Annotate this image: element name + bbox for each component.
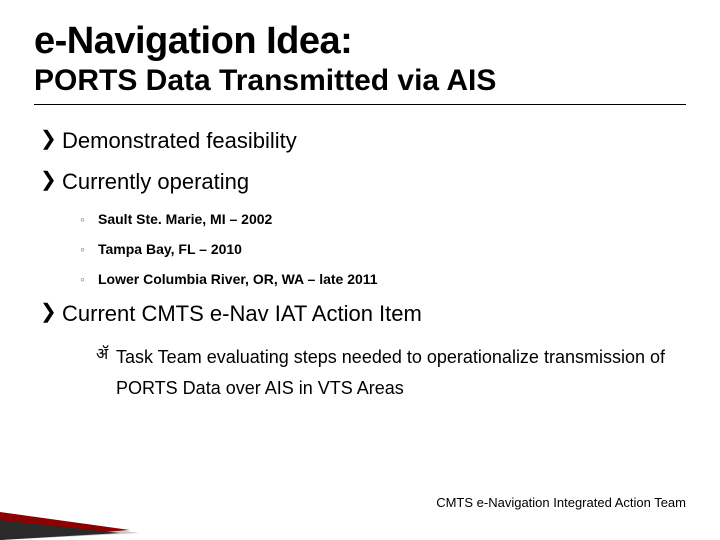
corner-decoration xyxy=(0,480,150,540)
bullet-text: Currently operating xyxy=(62,168,249,196)
sub-list: ॲ Task Team evaluating steps needed to o… xyxy=(96,342,686,403)
slide: e-Navigation Idea: PORTS Data Transmitte… xyxy=(0,0,720,540)
sub-bullet-item: ॲ Task Team evaluating steps needed to o… xyxy=(96,342,686,403)
sub-bullet-text: Lower Columbia River, OR, WA – late 2011 xyxy=(98,270,378,288)
slide-body: ❯ Demonstrated feasibility ❯ Currently o… xyxy=(34,127,686,403)
sub-bullet-item: ◦ Tampa Bay, FL – 2010 xyxy=(80,240,686,258)
title-underline xyxy=(34,104,686,105)
bullet-item: ❯ Current CMTS e-Nav IAT Action Item xyxy=(40,300,686,328)
bullet-marker: ❯ xyxy=(40,127,62,151)
bullet-item: ❯ Demonstrated feasibility xyxy=(40,127,686,155)
bullet-item: ❯ Currently operating xyxy=(40,168,686,196)
sub-bullet-marker: ◦ xyxy=(80,210,98,228)
sub-bullet-text: Sault Ste. Marie, MI – 2002 xyxy=(98,210,272,228)
bullet-marker: ❯ xyxy=(40,168,62,192)
slide-subtitle: PORTS Data Transmitted via AIS xyxy=(34,64,686,98)
sub-bullet-text: Task Team evaluating steps needed to ope… xyxy=(116,342,686,403)
sub-bullet-item: ◦ Lower Columbia River, OR, WA – late 20… xyxy=(80,270,686,288)
sub-list: ◦ Sault Ste. Marie, MI – 2002 ◦ Tampa Ba… xyxy=(80,210,686,289)
flourish-icon: ॲ xyxy=(96,342,116,368)
sub-bullet-item: ◦ Sault Ste. Marie, MI – 2002 xyxy=(80,210,686,228)
sub-bullet-text: Tampa Bay, FL – 2010 xyxy=(98,240,242,258)
bullet-text: Current CMTS e-Nav IAT Action Item xyxy=(62,300,422,328)
bullet-marker: ❯ xyxy=(40,300,62,324)
slide-title: e-Navigation Idea: xyxy=(34,22,686,62)
sub-bullet-marker: ◦ xyxy=(80,270,98,288)
bullet-text: Demonstrated feasibility xyxy=(62,127,297,155)
sub-bullet-marker: ◦ xyxy=(80,240,98,258)
footer-text: CMTS e-Navigation Integrated Action Team xyxy=(436,495,686,510)
